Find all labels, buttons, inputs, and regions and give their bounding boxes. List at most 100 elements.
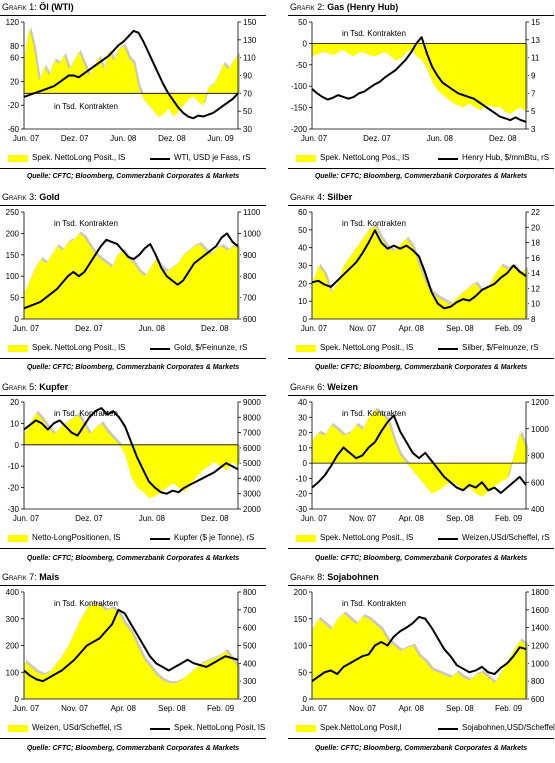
chart-panel: Grafik 7: Mais 0 100 200 300 400 200 300 400 500 6… [0, 572, 268, 760]
right-tick-label: 110 [243, 54, 256, 63]
line-series [23, 232, 239, 310]
x-tick-label: Apr. 08 [399, 324, 425, 333]
left-tick-label: 200 [6, 229, 20, 238]
unit-annotation: in Tsd. Kontrakten [342, 599, 406, 608]
left-tick-label: -20 [295, 490, 307, 499]
x-tick-label: Jun. 07 [13, 324, 40, 333]
chart-number: Grafik 1: [2, 2, 40, 12]
legend-area-label: Netto-LongPositionen, lS [32, 533, 121, 542]
left-tick-label: 10 [10, 419, 19, 428]
right-tick-label: 2000 [243, 505, 261, 514]
legend-line-label: Kupfer ($ je Tonne), rS [174, 533, 255, 542]
legend-line-swatch [438, 348, 458, 350]
left-tick-label: 100 [294, 642, 308, 651]
x-tick-label: Nov. 07 [61, 704, 89, 713]
chart-title: Grafik 3: Gold [2, 192, 60, 202]
right-tick-label: 13 [531, 36, 540, 45]
chart-title-text: Mais [39, 572, 60, 582]
legend-line-swatch [150, 538, 170, 540]
unit-annotation: in Tsd. Kontrakten [54, 409, 118, 418]
left-tick-label: -20 [7, 484, 19, 493]
right-tick-label: 8000 [243, 413, 261, 422]
x-tick-label: Feb. 09 [207, 704, 235, 713]
x-tick-label: Dez. 08 [489, 134, 517, 143]
legend: Spek. NettoLong Posit., lS Gold, $/Feinun… [8, 342, 266, 354]
x-tick-label: Jun. 07 [13, 704, 40, 713]
right-tick-label: 90 [243, 72, 252, 81]
bottom-divider [288, 168, 554, 169]
right-tick-label: 6000 [243, 444, 261, 453]
right-tick-label: 7000 [243, 429, 261, 438]
unit-annotation: in Tsd. Kontrakten [342, 29, 406, 38]
right-tick-label: 3000 [243, 490, 261, 499]
legend-area-swatch [8, 345, 28, 352]
left-tick-label: 10 [298, 297, 307, 306]
x-tick-label: Sep. 08 [446, 514, 474, 523]
right-tick-label: 1000 [531, 659, 549, 668]
chart-svg: -200 -150 -100 -50 0 50 3 5 7 9 11 13 15 Jun. 07 Dez. … [291, 18, 540, 143]
right-tick-label: 14 [531, 269, 540, 278]
right-tick-label: 1800 [531, 588, 549, 597]
chart-panel: Grafik 8: Sojabohnen 0 50 100 150 200 600 800 10… [288, 572, 555, 760]
right-tick-label: 7 [531, 89, 536, 98]
left-tick-label: 20 [298, 429, 307, 438]
bottom-divider [288, 548, 554, 549]
legend: Spek. NettoLong Pos., lS Henry Hub, $/mmB… [296, 152, 554, 164]
legend-area-label: Spek. NettoLong Posit., lS [320, 343, 414, 352]
left-tick-label: 40 [298, 244, 307, 253]
right-tick-label: 16 [531, 254, 540, 263]
left-tick-label: -30 [7, 505, 19, 514]
right-tick-label: 18 [531, 239, 540, 248]
right-tick-label: 5000 [243, 459, 261, 468]
chart-svg: 0 10 20 30 40 50 60 8 10 12 14 16 18 20 22 Jun. 07 Nov. … [298, 208, 540, 333]
line-series [311, 414, 527, 494]
source-note: Quelle: CFTC; Bloomberg, Commerzbank Cor… [314, 745, 528, 752]
x-tick-label: Dez. 07 [61, 134, 89, 143]
x-tick-label: Jun. 07 [301, 704, 328, 713]
area-series [24, 602, 238, 699]
chart-number: Grafik 7: [2, 572, 40, 582]
right-tick-label: 4000 [243, 474, 261, 483]
x-tick-label: Jun. 08 [139, 324, 166, 333]
legend-area-swatch [8, 155, 28, 162]
line-series [311, 615, 527, 682]
area-series [24, 233, 238, 319]
x-tick-label: Dez. 08 [201, 514, 229, 523]
chart-number: Grafik 6: [290, 382, 328, 392]
left-tick-label: -30 [295, 505, 307, 514]
chart-svg: -30 -20 -10 0 10 20 2000 3000 4000 5000 6000 7000 80… [7, 398, 261, 523]
legend-line-label: WTI, USD je Fass, rS [174, 153, 251, 162]
left-tick-label: 0 [15, 315, 20, 324]
left-tick-label: -50 [295, 61, 307, 70]
left-tick-label: 150 [294, 615, 308, 624]
x-tick-label: Apr. 08 [399, 514, 425, 523]
right-tick-label: 130 [243, 36, 257, 45]
chart-number: Grafik 5: [2, 382, 40, 392]
left-tick-label: 100 [6, 668, 20, 677]
line-series [23, 29, 239, 120]
legend-area-label: Spek. NettoLong Posit., lS [320, 533, 414, 542]
right-tick-label: 1400 [531, 624, 549, 633]
legend-area-label: Spek. NettoLong Posit., lS [32, 343, 126, 352]
x-tick-label: Nov. 07 [349, 514, 377, 523]
left-tick-label: 50 [298, 18, 307, 27]
chart-title-text: Öl (WTI) [39, 2, 74, 12]
right-tick-label: 150 [243, 18, 257, 27]
plot-area: -30 -20 -10 0 10 20 30 40 400 600 800 1000 1200 Jun. … [288, 396, 555, 544]
left-tick-label: 150 [6, 251, 20, 260]
right-tick-label: 600 [531, 695, 545, 704]
x-tick-label: Jun. 07 [301, 324, 328, 333]
plot-area: 0 50 100 150 200 600 800 1000 1200 1400 1600 1800 Ju… [288, 586, 555, 734]
right-tick-label: 400 [243, 659, 257, 668]
legend: Spek. NettoLong Posit., lS Silber, $/Fein… [296, 342, 554, 354]
right-tick-label: 900 [243, 251, 257, 260]
title-divider [0, 585, 266, 586]
legend-line-label: Weizen,USd/Scheffel, rS [462, 533, 550, 542]
right-tick-label: 15 [531, 18, 540, 27]
chart-number: Grafik 8: [290, 572, 328, 582]
x-tick-label: Jun. 08 [139, 514, 166, 523]
legend-line-swatch [150, 158, 170, 160]
legend-area-swatch [296, 345, 316, 352]
legend-line-label: Gold, $/Feinunze, rS [174, 343, 248, 352]
left-tick-label: 200 [294, 588, 308, 597]
